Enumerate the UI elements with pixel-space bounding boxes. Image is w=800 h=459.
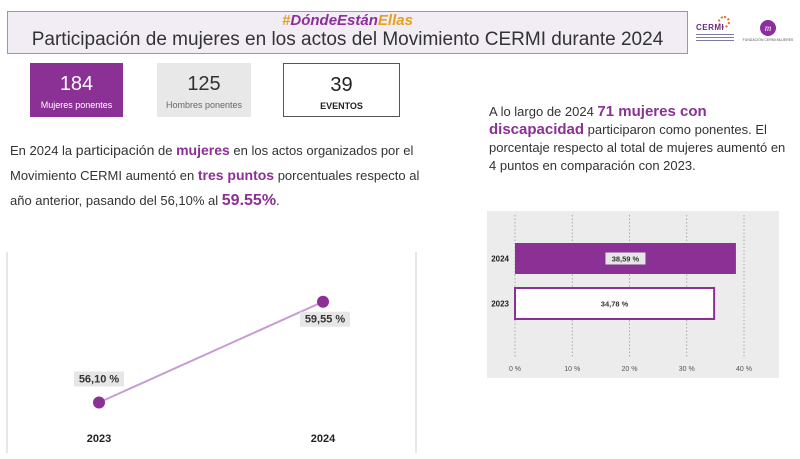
left-highlight-mujeres: mujeres — [176, 142, 230, 158]
line-point-2023 — [93, 396, 105, 409]
left-text-7: porcentuales respecto al año anterior, p… — [10, 168, 420, 208]
bar-tick-3: 30 % — [679, 366, 695, 373]
fundacion-logo-text: FUNDACIÓN CERMI MUJERES — [742, 38, 794, 42]
left-text-5: en los actos organizados por el Movimien… — [10, 143, 414, 183]
left-highlight-percent: 59.55% — [221, 192, 277, 209]
bar-2023 — [514, 287, 716, 320]
line-point-2024 — [317, 295, 329, 308]
fundacion-logo: m FUNDACIÓN CERMI MUJERES — [740, 20, 796, 52]
left-text-3: de — [154, 143, 177, 158]
left-highlight-tres-puntos: tres puntos — [197, 167, 275, 183]
title-banner: #DóndeEstánEllas Participación de mujere… — [7, 11, 688, 54]
cermi-logo-text: CERMI — [696, 23, 725, 32]
stat-events-label: EVENTOS — [320, 101, 363, 111]
fundacion-logo-mark: m — [760, 20, 776, 36]
participation-paragraph: En 2024 la participación de mujeres en l… — [10, 138, 420, 213]
hashtag: #DóndeEstánEllas — [8, 12, 687, 29]
right-text-1: A lo largo de 2024 — [489, 104, 598, 119]
stat-men-speakers: 125 Hombres ponentes — [157, 63, 251, 117]
line-series — [98, 300, 324, 404]
bar-label-bg-2024 — [605, 252, 646, 265]
bar-category-2024: 2024 — [491, 255, 509, 264]
line-data-label-2024: 59,55 % — [305, 314, 346, 326]
cermi-logo: CERMI — [692, 13, 738, 53]
bar-tick-0: 0 % — [509, 366, 521, 373]
bar-category-2023: 2023 — [491, 300, 509, 309]
left-text-1: En 2024 la — [10, 143, 76, 158]
line-data-label-2023: 56,10 % — [79, 373, 120, 385]
cermi-logo-lines — [696, 34, 734, 43]
left-text-9: . — [276, 193, 280, 208]
bar-tick-4: 40 % — [736, 366, 752, 373]
left-text-2: participación — [75, 142, 155, 158]
line-category-2023: 2023 — [87, 433, 111, 445]
bar-data-label-2023: 34,78 % — [601, 300, 629, 309]
right-text-3: participaron como ponentes. El porcentaj… — [489, 122, 786, 173]
page-title: Participación de mujeres en los actos de… — [31, 29, 664, 50]
disability-paragraph: A lo largo de 2024 71 mujeres con discap… — [489, 103, 789, 175]
cermi-logo-ring-icon — [718, 16, 730, 28]
hashtag-hash: # — [282, 12, 291, 29]
line-label-bg-2023 — [74, 371, 124, 387]
stat-men-label: Hombres ponentes — [165, 100, 243, 110]
stat-events: 39 EVENTOS — [283, 63, 400, 117]
line-category-2024: 2024 — [311, 433, 336, 445]
stat-events-value: 39 — [330, 74, 353, 96]
right-highlight: 71 mujeres con discapacidad — [489, 103, 707, 138]
line-label-bg-2024 — [300, 311, 350, 327]
stat-men-value: 125 — [187, 73, 221, 95]
bar-chart: 0 % 10 % 20 % 30 % 40 % 38,59 % 2024 34,78 % 202… — [487, 211, 779, 378]
stat-women-value: 184 — [59, 73, 94, 95]
bar-tick-1: 10 % — [564, 366, 580, 373]
stat-women-label: Mujeres ponentes — [40, 100, 113, 110]
bar-tick-2: 20 % — [622, 366, 638, 373]
bar-data-label-2024: 38,59 % — [612, 255, 640, 264]
hashtag-end: Ellas — [377, 12, 413, 29]
hashtag-main: DóndeEstán — [290, 12, 378, 29]
stat-women-speakers: 184 Mujeres ponentes — [30, 63, 123, 117]
